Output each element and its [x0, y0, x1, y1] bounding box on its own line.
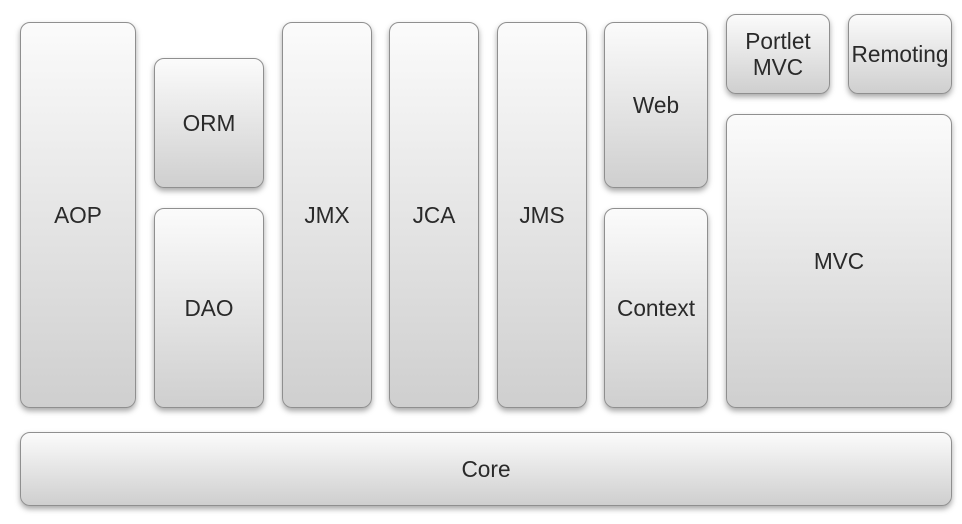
box-label: JMX: [304, 202, 349, 228]
box-label: JCA: [413, 202, 456, 228]
box-dao: DAO: [154, 208, 264, 408]
box-portlet: Portlet MVC: [726, 14, 830, 94]
box-jca: JCA: [389, 22, 479, 408]
box-orm: ORM: [154, 58, 264, 188]
box-label: Web: [633, 92, 679, 118]
box-label: Core: [461, 456, 510, 482]
box-jmx: JMX: [282, 22, 372, 408]
box-jms: JMS: [497, 22, 587, 408]
box-core: Core: [20, 432, 952, 506]
box-label: Context: [617, 295, 695, 321]
box-remoting: Remoting: [848, 14, 952, 94]
box-label: AOP: [54, 202, 102, 228]
box-mvc: MVC: [726, 114, 952, 408]
box-label: ORM: [183, 110, 236, 136]
box-label: Remoting: [852, 41, 949, 67]
diagram-stage: AOP ORM DAO JMX JCA JMS Web Context Port…: [0, 0, 962, 524]
box-label: JMS: [519, 202, 564, 228]
box-web: Web: [604, 22, 708, 188]
box-label: Portlet MVC: [745, 28, 810, 80]
box-context: Context: [604, 208, 708, 408]
box-aop: AOP: [20, 22, 136, 408]
box-label: DAO: [184, 295, 233, 321]
box-label: MVC: [814, 248, 864, 274]
